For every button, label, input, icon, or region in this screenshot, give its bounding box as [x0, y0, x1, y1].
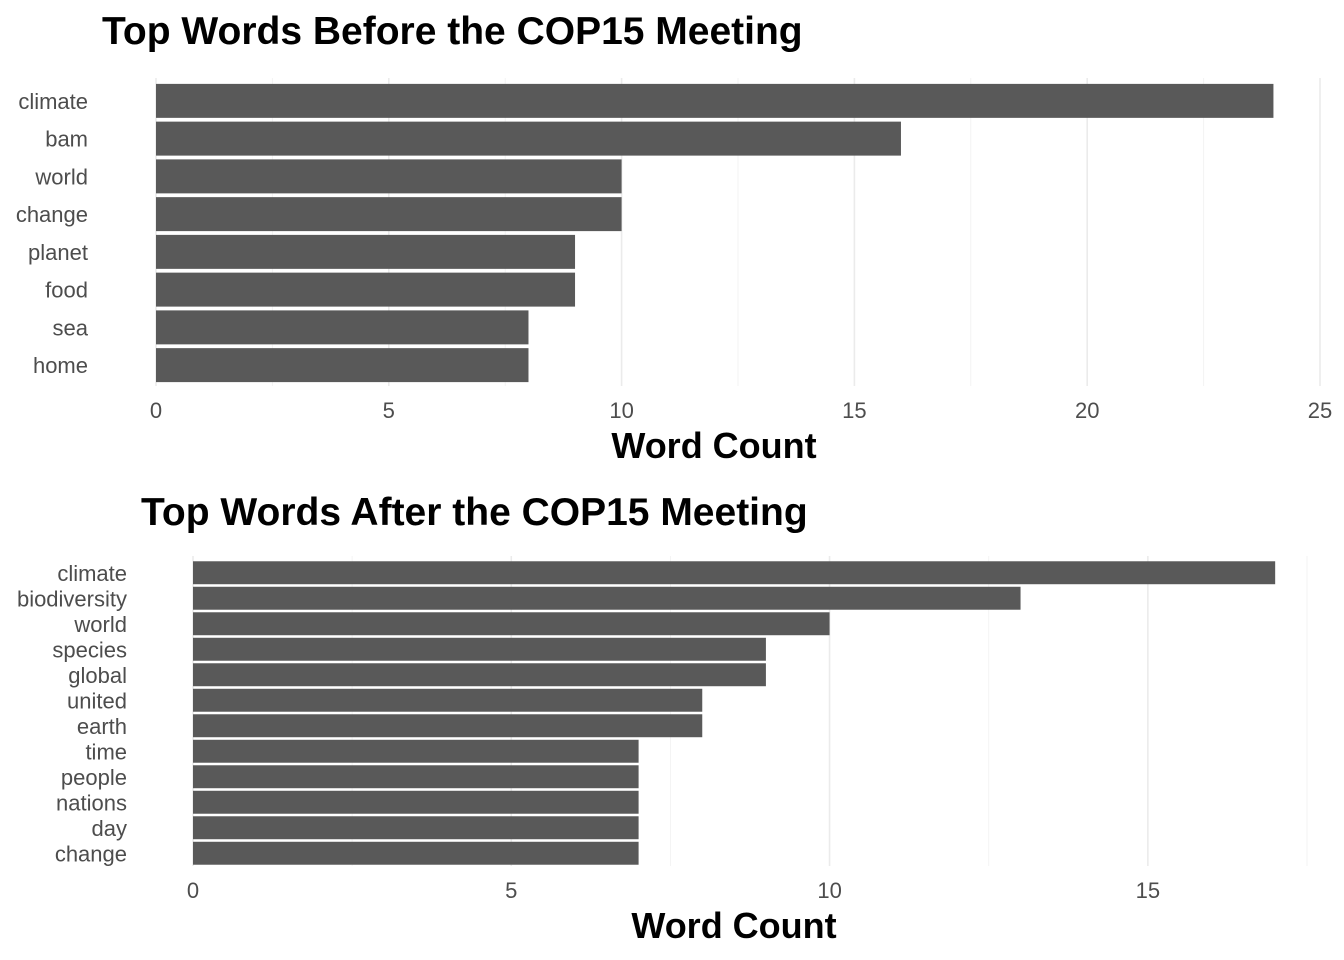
bar-world: [193, 612, 830, 636]
bar-change: [193, 841, 639, 865]
x-axis-title-after: Word Count: [631, 905, 836, 946]
category-label: climate: [18, 89, 88, 114]
chart-after-cop15: Top Words After the COP15 Meeting climat…: [17, 491, 1308, 946]
category-label: earth: [77, 714, 127, 739]
bar-sea: [156, 310, 529, 345]
x-tick-label: 0: [187, 878, 199, 903]
x-tick-labels-after: 0 5 10 15: [187, 878, 1160, 903]
x-axis-title-before: Word Count: [611, 425, 816, 466]
category-label: bam: [45, 127, 88, 152]
category-label: united: [67, 688, 127, 713]
bar-day: [193, 816, 639, 840]
bar-change: [156, 197, 622, 232]
bar-global: [193, 663, 766, 687]
bar-time: [193, 739, 639, 763]
bar-species: [193, 637, 766, 661]
category-label: world: [34, 164, 88, 189]
bar-climate: [156, 83, 1274, 118]
chart-title-before: Top Words Before the COP15 Meeting: [102, 10, 803, 53]
x-tick-label: 10: [817, 878, 841, 903]
category-label: planet: [28, 240, 88, 265]
bar-climate: [193, 561, 1276, 585]
bar-food: [156, 272, 576, 307]
bars-before: [156, 83, 1274, 383]
x-tick-label: 10: [609, 398, 633, 423]
x-tick-label: 5: [505, 878, 517, 903]
x-tick-label: 0: [150, 398, 162, 423]
bar-home: [156, 348, 529, 383]
x-tick-label: 15: [842, 398, 866, 423]
x-tick-labels-before: 0 5 10 15 20 25: [150, 398, 1332, 423]
bar-bam: [156, 121, 901, 156]
category-label: species: [52, 637, 127, 662]
bars-after: [193, 561, 1276, 865]
bar-people: [193, 765, 639, 789]
bar-biodiversity: [193, 586, 1021, 610]
category-label: day: [92, 816, 127, 841]
category-label: sea: [53, 315, 89, 340]
bar-earth: [193, 714, 703, 738]
bar-united: [193, 688, 703, 712]
category-labels-after: climatebiodiversityworldspeciesglobaluni…: [17, 561, 127, 867]
x-tick-label: 20: [1075, 398, 1099, 423]
category-label: food: [45, 278, 88, 303]
category-label: biodiversity: [17, 586, 127, 611]
category-label: nations: [56, 790, 127, 815]
x-tick-label: 25: [1308, 398, 1332, 423]
bar-nations: [193, 790, 639, 814]
category-label: climate: [57, 561, 127, 586]
category-label: people: [61, 765, 127, 790]
x-tick-label: 5: [383, 398, 395, 423]
category-label: global: [68, 663, 127, 688]
category-label: time: [85, 739, 127, 764]
chart-title-after: Top Words After the COP15 Meeting: [141, 491, 808, 534]
category-labels-before: climate bam world change planet food sea home: [16, 89, 89, 378]
bar-planet: [156, 234, 576, 269]
category-label: home: [33, 353, 88, 378]
x-tick-label: 15: [1136, 878, 1160, 903]
chart-before-cop15: Top Words Before the COP15 Meeting clima…: [16, 10, 1332, 466]
category-label: change: [55, 841, 127, 866]
category-label: change: [16, 202, 88, 227]
category-label: world: [73, 612, 127, 637]
bar-world: [156, 159, 622, 194]
